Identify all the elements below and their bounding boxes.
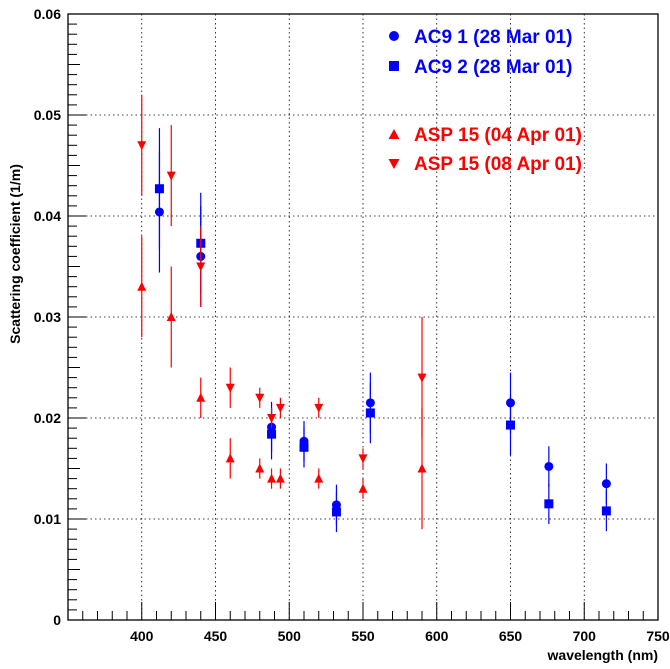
data-point (358, 483, 368, 493)
data-point (275, 473, 285, 483)
data-point (267, 473, 277, 483)
data-point (544, 499, 554, 509)
y-tick-label: 0.02 (34, 410, 61, 426)
x-tick-label: 750 (646, 628, 670, 644)
data-point (196, 262, 206, 272)
y-tick-labels: 0 0.01 0.02 0.03 0.04 0.05 0.06 (34, 6, 61, 628)
data-point (314, 403, 324, 413)
y-tick-label: 0 (53, 612, 61, 628)
data-point (166, 312, 176, 321)
legend: AC9 1 (28 Mar 01) AC9 2 (28 Mar 01) ASP … (388, 27, 582, 175)
y-axis-title: Scattering coefficient (1/m) (7, 164, 23, 344)
legend-label-ac9-2: AC9 2 (28 Mar 01) (414, 57, 572, 78)
legend-marker-ac9-2 (389, 61, 399, 71)
data-point (196, 392, 206, 402)
legend-marker-asp-04apr (388, 129, 400, 139)
x-tick-label: 700 (573, 628, 597, 644)
data-point (267, 429, 277, 439)
series-group (154, 128, 611, 533)
data-point (275, 403, 285, 413)
data-point (601, 506, 611, 516)
y-tick-label: 0.05 (34, 107, 61, 123)
x-tick-label: 650 (499, 628, 523, 644)
data-point (506, 420, 515, 430)
series-group (137, 94, 427, 469)
legend-label-ac9-1: AC9 1 (28 Mar 01) (414, 27, 572, 48)
data-point (154, 184, 164, 194)
series-group (154, 151, 611, 526)
axis-ticks (67, 13, 659, 621)
y-tick-label: 0.03 (34, 309, 61, 325)
legend-marker-ac9-1 (389, 31, 399, 41)
data-point (137, 141, 147, 151)
x-tick-labels: 400 450 500 550 600 650 700 750 (130, 628, 670, 644)
x-tick-label: 500 (278, 628, 302, 644)
data-point (225, 453, 235, 463)
data-point (299, 442, 309, 452)
data-point (255, 463, 265, 473)
x-tick-label: 450 (204, 628, 228, 644)
data-point (314, 473, 324, 483)
y-tick-label: 0.01 (34, 511, 61, 527)
x-tick-label: 400 (130, 628, 154, 644)
x-axis-title: wavelength (nm) (547, 647, 658, 663)
legend-label-asp-08apr: ASP 15 (08 Apr 01) (414, 154, 582, 175)
data-point (331, 507, 341, 517)
data-point (417, 373, 427, 383)
grid (68, 14, 658, 620)
data-point (544, 461, 554, 471)
data-point (267, 414, 277, 423)
data-point (365, 408, 375, 418)
data-point (137, 281, 147, 291)
data-point (358, 454, 368, 464)
x-tick-label: 550 (351, 628, 375, 644)
data-point (601, 479, 611, 489)
y-tick-label: 0.04 (34, 208, 61, 224)
data-point (255, 393, 265, 403)
data-point (166, 171, 176, 181)
data-point (225, 383, 235, 393)
legend-marker-asp-08apr (388, 159, 400, 169)
data-point (417, 463, 427, 473)
y-tick-label: 0.06 (34, 6, 61, 22)
legend-label-asp-04apr: ASP 15 (04 Apr 01) (414, 125, 582, 146)
x-tick-label: 600 (425, 628, 449, 644)
series-group (137, 236, 427, 530)
data-points (137, 94, 611, 533)
